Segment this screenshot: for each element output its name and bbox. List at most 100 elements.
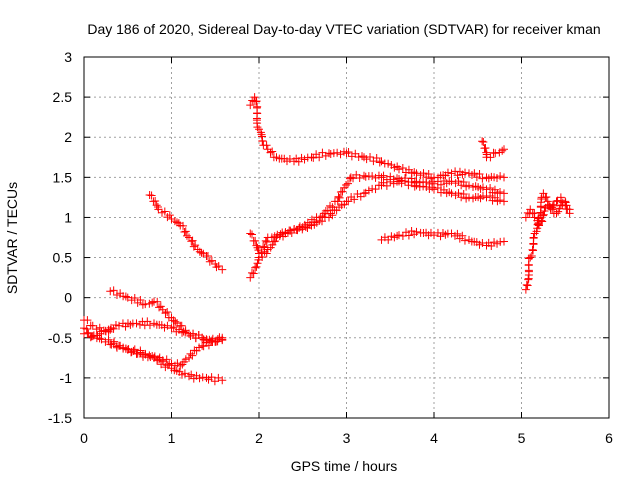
data-point <box>344 147 353 156</box>
y-axis-label: SDTVAR / TECUs <box>4 182 20 294</box>
data-point <box>428 177 437 186</box>
data-point <box>393 174 402 183</box>
data-point <box>323 206 332 215</box>
data-point <box>161 309 170 318</box>
data-point <box>521 285 530 294</box>
data-point <box>249 269 258 278</box>
data-point <box>259 242 268 251</box>
data-point <box>106 340 115 349</box>
data-point <box>207 256 216 265</box>
data-point <box>106 287 115 296</box>
data-point <box>526 253 535 262</box>
data-point <box>158 356 167 365</box>
data-point <box>447 177 456 186</box>
data-point <box>287 229 296 238</box>
data-point <box>251 236 260 245</box>
data-points <box>80 93 574 386</box>
data-point <box>181 326 190 335</box>
data-point <box>305 220 314 229</box>
data-point <box>145 321 154 330</box>
data-point <box>475 170 484 179</box>
data-point <box>169 323 178 332</box>
data-point <box>395 165 403 174</box>
x-tick-label: 0 <box>80 430 88 446</box>
data-point <box>268 147 277 156</box>
data-point <box>207 373 216 382</box>
grid <box>84 57 609 418</box>
data-point <box>198 373 207 382</box>
data-point <box>362 155 371 164</box>
data-point <box>364 186 373 195</box>
data-point <box>486 184 495 193</box>
data-point <box>328 211 337 220</box>
y-tick-label: -0.5 <box>48 330 72 346</box>
data-point <box>328 203 337 212</box>
data-point <box>356 192 365 201</box>
data-point <box>424 170 433 179</box>
data-point <box>539 210 548 219</box>
data-point <box>546 204 555 213</box>
data-point <box>257 248 266 257</box>
data-point <box>246 101 255 110</box>
data-point <box>145 190 154 199</box>
data-point <box>395 231 403 240</box>
data-point <box>130 345 139 354</box>
data-point <box>556 201 565 210</box>
data-point <box>165 211 174 220</box>
data-point <box>482 185 491 194</box>
data-point <box>478 192 487 201</box>
data-point <box>136 346 145 355</box>
data-point <box>80 329 88 338</box>
data-point <box>344 179 353 188</box>
data-point <box>177 321 186 330</box>
data-point <box>316 213 325 222</box>
y-tick-label: 2 <box>64 129 72 145</box>
data-point <box>181 227 190 236</box>
data-point <box>355 174 364 183</box>
x-tick-label: 1 <box>168 430 176 446</box>
data-point <box>262 141 271 150</box>
data-point <box>528 209 537 218</box>
data-point <box>346 173 355 182</box>
data-point <box>368 172 377 181</box>
data-point <box>498 146 507 155</box>
data-point <box>379 171 388 180</box>
data-point <box>83 328 92 337</box>
data-point <box>527 251 536 260</box>
data-point <box>447 189 456 198</box>
data-point <box>542 192 551 201</box>
data-point <box>459 190 468 199</box>
data-point <box>412 227 421 236</box>
data-point <box>187 237 196 246</box>
data-point <box>160 207 169 216</box>
data-point <box>461 168 470 177</box>
data-point <box>179 221 188 230</box>
y-tick-label: 3 <box>64 49 72 65</box>
data-point <box>521 213 530 222</box>
y-tick-label: 0 <box>64 290 72 306</box>
data-point <box>565 209 574 218</box>
plot-frame <box>83 56 610 419</box>
data-point <box>333 197 342 206</box>
data-point <box>188 236 197 245</box>
data-point <box>95 334 104 343</box>
data-point <box>252 97 261 106</box>
data-point <box>121 292 130 301</box>
x-tick-label: 6 <box>605 430 613 446</box>
data-point <box>266 148 275 157</box>
data-point <box>255 125 263 134</box>
data-point <box>454 189 463 198</box>
data-point <box>205 257 214 266</box>
data-point <box>315 153 324 162</box>
data-point <box>252 262 261 271</box>
y-tick-label: -1.5 <box>48 410 72 426</box>
data-point <box>523 281 532 290</box>
data-point <box>253 259 262 268</box>
data-point <box>496 196 505 205</box>
data-point <box>251 263 260 272</box>
data-point <box>344 197 353 206</box>
data-point <box>154 205 163 214</box>
data-point <box>195 374 204 383</box>
axes <box>83 56 610 419</box>
data-point <box>82 325 91 334</box>
